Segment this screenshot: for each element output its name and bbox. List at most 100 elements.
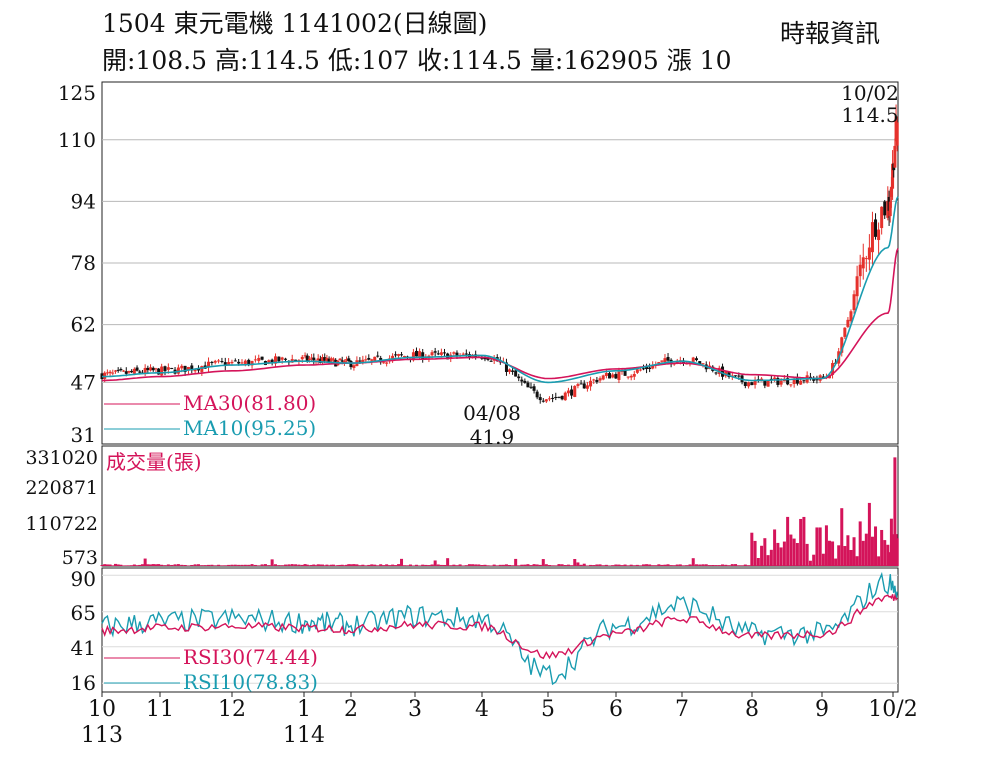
candle-body	[721, 366, 725, 377]
volume-bar	[678, 564, 682, 566]
candle-body	[358, 360, 362, 362]
candle-body	[579, 383, 583, 385]
volume-bar	[645, 564, 649, 566]
candle-body	[802, 380, 806, 382]
candle-body	[861, 257, 865, 269]
volume-bar	[394, 565, 398, 566]
volume-bar	[492, 564, 496, 566]
chart-title: 1504 東元電機 1141002(日線圖)	[102, 9, 488, 38]
candle-body	[663, 358, 667, 363]
volume-bar	[408, 564, 412, 566]
volume-bar	[511, 565, 515, 566]
volume-bar	[818, 527, 822, 566]
x-tick-label: 2	[344, 697, 358, 722]
candle-body	[626, 376, 630, 378]
candle-body	[135, 367, 139, 371]
price-tick-label: 47	[71, 370, 96, 394]
candle-body	[338, 358, 342, 361]
candle-body	[342, 360, 346, 363]
candle-body	[632, 373, 636, 377]
volume-tick-label: 220871	[25, 477, 98, 499]
candle-body	[849, 311, 853, 322]
volume-bar	[143, 558, 147, 566]
candle-body	[701, 363, 705, 365]
legend-ma30: MA30(81.80)	[183, 391, 316, 415]
candle-body	[526, 382, 530, 388]
candle-body	[554, 396, 558, 398]
candle-body	[124, 371, 128, 374]
volume-bar	[270, 559, 274, 566]
volume-bar	[388, 565, 392, 566]
volume-bar	[724, 564, 728, 566]
volume-bar	[508, 564, 512, 566]
legend-rsi10: RSI10(78.83)	[183, 670, 318, 694]
volume-bar	[495, 565, 499, 566]
candle-body	[329, 358, 333, 362]
volume-bar	[763, 538, 767, 566]
annotation-low-value: 41.9	[470, 425, 515, 449]
volume-bar	[760, 545, 764, 566]
volume-bar	[698, 564, 702, 566]
candle-body	[300, 356, 304, 360]
candle-body	[852, 294, 856, 311]
volume-bar	[498, 564, 502, 566]
candle-body	[535, 391, 539, 398]
volume-bar	[585, 565, 589, 566]
candle-body	[200, 366, 204, 372]
candle-body	[294, 359, 298, 361]
candle-body	[230, 361, 234, 364]
volume-bar	[514, 558, 518, 566]
candle-body	[108, 371, 112, 374]
volume-bar	[203, 565, 207, 566]
volume-bar	[877, 556, 881, 566]
volume-bar	[638, 565, 642, 566]
candle-body	[190, 365, 194, 371]
candle-body	[310, 357, 314, 359]
candle-body	[443, 352, 447, 354]
candle-body	[864, 258, 868, 260]
volume-bar	[297, 564, 301, 566]
candle-body	[840, 337, 844, 353]
volume-bar	[124, 565, 128, 566]
volume-bar	[663, 564, 667, 566]
candle-body	[273, 356, 277, 364]
candle-body	[280, 357, 284, 360]
volume-bar	[566, 564, 570, 566]
candle-body	[743, 381, 747, 386]
candle-body	[193, 369, 197, 372]
volume-bar	[183, 564, 187, 566]
volume-bar	[263, 564, 267, 566]
volume-bar	[405, 565, 409, 566]
candle-body	[601, 375, 605, 380]
candle-body	[433, 351, 437, 353]
volume-bar	[538, 564, 542, 566]
rsi-tick-label: 90	[71, 567, 96, 591]
candle-body	[641, 368, 645, 370]
candle-body	[576, 384, 580, 387]
candle-body	[260, 356, 264, 360]
candle-body	[305, 355, 309, 361]
volume-bar	[233, 564, 237, 566]
volume-bar	[458, 564, 462, 566]
candle-body	[566, 390, 570, 394]
volume-bar	[489, 565, 493, 566]
candle-body	[243, 360, 247, 364]
candle-body	[883, 201, 887, 216]
candle-body	[327, 358, 331, 363]
candle-body	[486, 358, 490, 360]
volume-bar	[843, 546, 847, 566]
candle-body	[517, 376, 521, 379]
candle-body	[855, 276, 859, 297]
volume-bar	[734, 564, 738, 566]
volume-bar	[579, 564, 583, 566]
volume-bar	[397, 564, 401, 566]
volume-bar	[449, 565, 453, 566]
candle-body	[253, 359, 257, 361]
volume-bar	[840, 508, 844, 566]
volume-bar	[267, 565, 271, 566]
volume-bar	[837, 545, 841, 566]
price-tick-label: 94	[71, 189, 96, 213]
volume-bar	[149, 564, 153, 566]
volume-bar	[403, 565, 407, 566]
candle-body	[340, 360, 344, 362]
